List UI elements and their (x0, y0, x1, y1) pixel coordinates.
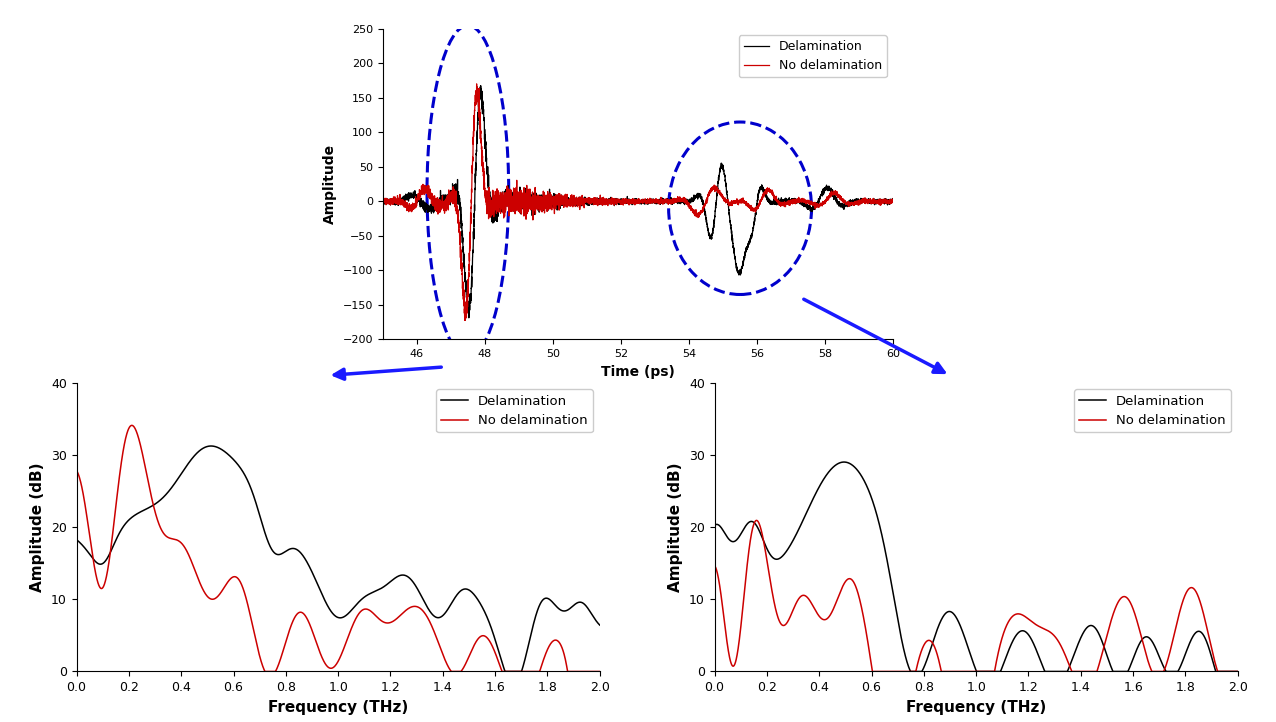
Delamination (375, 195, 390, 204)
Delamination (767, 554, 782, 563)
Legend: Delamination, No delamination: Delamination, No delamination (739, 35, 887, 77)
No delamination (470, 79, 485, 88)
No delamination (1220, 667, 1235, 676)
Legend: Delamination, No delamination: Delamination, No delamination (1074, 389, 1231, 432)
Line: No delamination: No delamination (383, 84, 893, 321)
Legend: Delamination, No delamination: Delamination, No delamination (436, 389, 593, 432)
Delamination (269, 550, 285, 559)
No delamination (582, 667, 597, 676)
No delamination (129, 427, 144, 436)
Line: Delamination: Delamination (77, 446, 600, 671)
No delamination (707, 561, 722, 570)
Delamination (570, 197, 586, 206)
Delamination (707, 212, 722, 220)
Delamination (903, 667, 919, 676)
X-axis label: Frequency (THz): Frequency (THz) (906, 700, 1046, 715)
No delamination (468, 87, 484, 95)
Delamination (798, 511, 813, 520)
No delamination (592, 667, 607, 676)
X-axis label: Time (ps): Time (ps) (601, 365, 675, 378)
Delamination (526, 620, 541, 629)
Delamination (707, 521, 722, 530)
Line: No delamination: No delamination (77, 425, 600, 671)
No delamination (292, 608, 308, 617)
No delamination (865, 667, 880, 676)
X-axis label: Frequency (THz): Frequency (THz) (268, 700, 408, 715)
Delamination (461, 313, 476, 322)
Line: No delamination: No delamination (715, 521, 1238, 671)
Delamination (907, 667, 923, 676)
No delamination (707, 187, 722, 196)
No delamination (907, 667, 923, 676)
No delamination (767, 599, 782, 608)
No delamination (749, 516, 764, 525)
Delamination (1164, 667, 1179, 676)
No delamination (69, 466, 84, 475)
No delamination (798, 591, 813, 600)
Delamination (1230, 667, 1245, 676)
No delamination (1230, 667, 1245, 676)
Delamination (473, 82, 489, 90)
Y-axis label: Amplitude (dB): Amplitude (dB) (669, 462, 684, 592)
Delamination (930, 622, 946, 631)
No delamination (458, 316, 473, 325)
Line: Delamination: Delamination (383, 86, 893, 318)
Y-axis label: Amplitude (dB): Amplitude (dB) (31, 462, 46, 592)
Delamination (292, 548, 308, 557)
Delamination (757, 185, 772, 193)
No delamination (124, 421, 139, 430)
No delamination (795, 196, 810, 204)
No delamination (757, 189, 772, 198)
Delamination (69, 535, 84, 544)
Line: Delamination: Delamination (715, 462, 1238, 671)
Delamination (160, 489, 175, 497)
Delamination (203, 442, 218, 451)
No delamination (258, 667, 273, 676)
Delamination (681, 197, 697, 206)
Y-axis label: Amplitude: Amplitude (323, 144, 337, 224)
No delamination (269, 663, 285, 671)
No delamination (160, 533, 175, 542)
No delamination (1164, 642, 1179, 651)
Delamination (795, 198, 810, 206)
Delamination (836, 458, 851, 466)
Delamination (468, 172, 484, 180)
No delamination (930, 653, 946, 662)
Delamination (886, 194, 901, 203)
No delamination (570, 201, 586, 210)
Delamination (1220, 667, 1235, 676)
No delamination (886, 197, 901, 206)
Delamination (498, 667, 513, 676)
Delamination (582, 606, 597, 615)
No delamination (681, 199, 697, 208)
No delamination (526, 667, 541, 676)
No delamination (375, 198, 390, 206)
Delamination (129, 510, 144, 518)
Delamination (592, 621, 607, 630)
